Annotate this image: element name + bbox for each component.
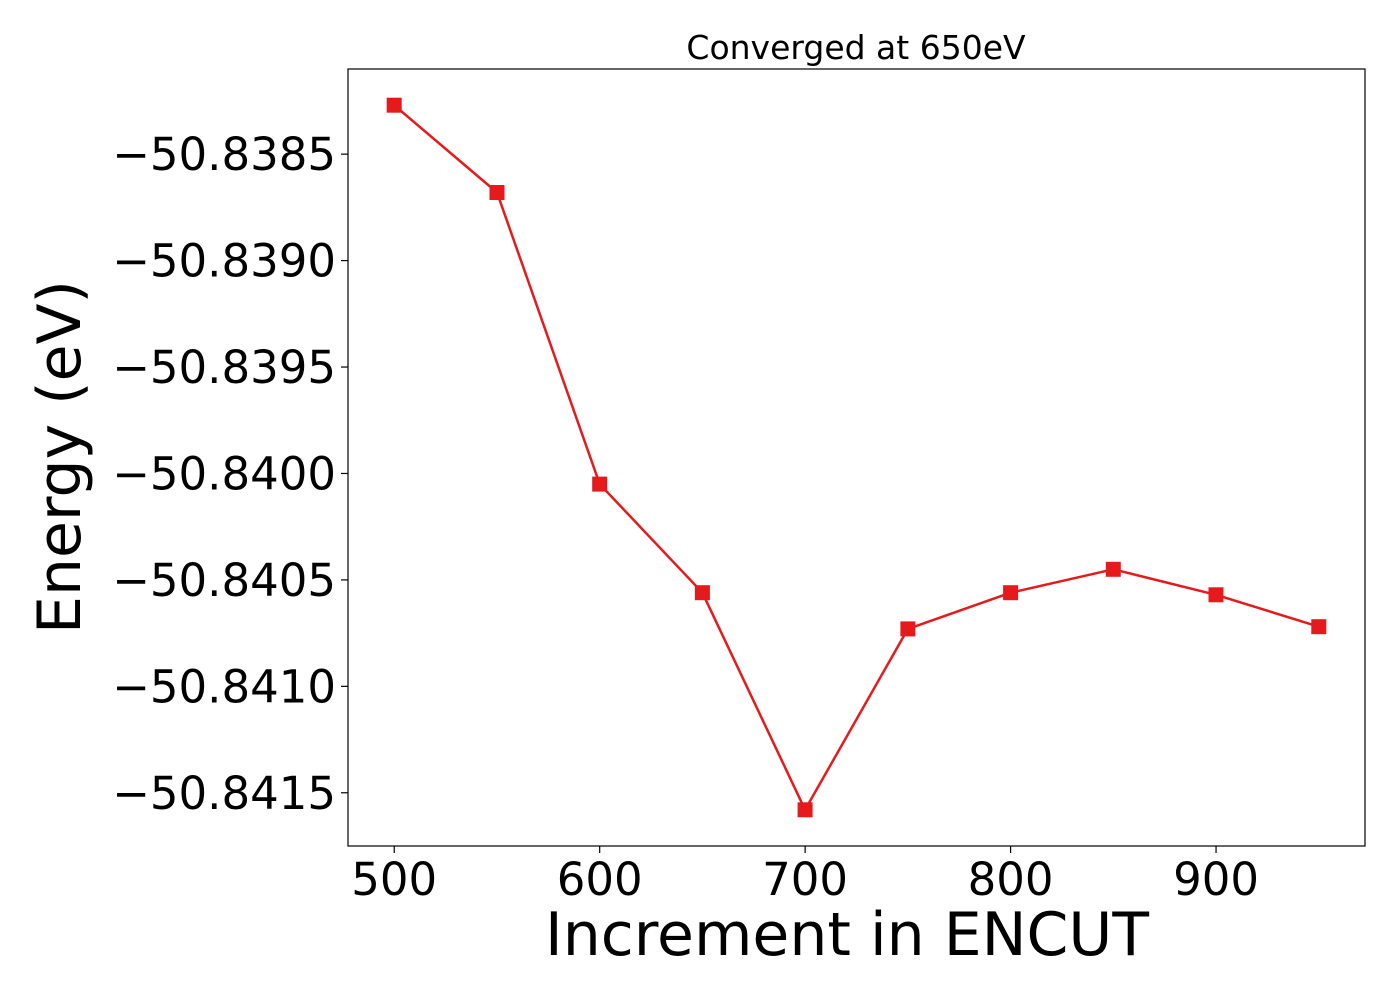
- data-point: [592, 476, 608, 492]
- x-axis: 500 600 700 800 900: [351, 846, 1259, 906]
- chart-title: Converged at 650eV: [686, 28, 1026, 67]
- y-tick-label: −50.8390: [112, 235, 336, 288]
- x-tick-label: 600: [557, 853, 643, 906]
- y-tick-label: −50.8405: [112, 554, 336, 607]
- y-tick-label: −50.8410: [112, 660, 336, 713]
- x-tick-label: 500: [351, 853, 437, 906]
- y-axis: −50.8385 −50.8390 −50.8395 −50.8400 −50.8405…: [112, 128, 348, 820]
- data-point: [1105, 561, 1121, 577]
- data-point: [489, 185, 505, 200]
- axes-frame: [347, 68, 1366, 847]
- data-point: [1208, 587, 1224, 603]
- y-axis-label: Energy (eV): [25, 280, 95, 634]
- series-line: [393, 104, 1320, 812]
- data-point: [386, 97, 402, 113]
- x-tick-label: 800: [968, 853, 1054, 906]
- y-tick-label: −50.8385: [112, 128, 336, 181]
- y-tick-label: −50.8415: [112, 767, 336, 820]
- data-point: [797, 802, 813, 818]
- x-tick-label: 700: [762, 853, 848, 906]
- data-point: [1311, 619, 1327, 635]
- data-point: [1003, 585, 1019, 601]
- x-tick-label: 900: [1173, 853, 1259, 906]
- y-tick-label: −50.8400: [112, 447, 336, 500]
- data-point: [900, 621, 916, 637]
- plot-area: [386, 97, 1327, 818]
- data-point: [694, 585, 710, 601]
- y-tick-label: −50.8395: [112, 341, 336, 394]
- x-axis-label: Increment in ENCUT: [545, 900, 1149, 970]
